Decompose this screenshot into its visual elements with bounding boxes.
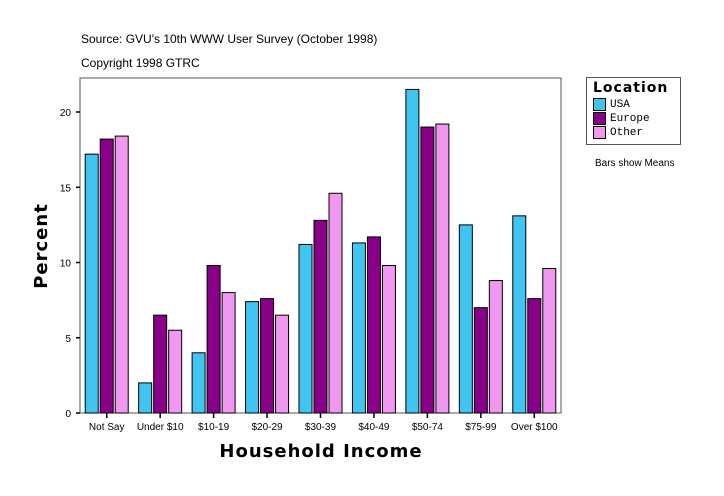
bar-europe-3 [260, 298, 275, 414]
bar-usa-2 [191, 352, 206, 414]
bar-europe-4 [313, 219, 328, 414]
bar-usa-1 [138, 382, 153, 414]
bar-europe-8 [527, 298, 542, 414]
x-tick-label: $50-74 [412, 422, 444, 433]
bar-usa-0 [84, 153, 99, 414]
x-tick-label: Not Say [89, 422, 125, 433]
bar-usa-6 [405, 88, 420, 414]
legend-swatch [593, 126, 606, 139]
bar-usa-8 [512, 215, 527, 414]
bar-usa-3 [245, 301, 260, 414]
bar-europe-2 [206, 265, 221, 414]
x-tick-label: $40-49 [358, 422, 390, 433]
y-tick-label: 5 [65, 334, 71, 345]
x-tick-label: $10-19 [198, 422, 230, 433]
x-tick-label: $30-39 [305, 422, 337, 433]
bar-other-5 [381, 265, 396, 414]
chart-title: Source: GVU's 10th WWW User Survey (Octo… [81, 32, 378, 46]
x-tick-label: Over $100 [511, 422, 558, 433]
legend-title: Location [593, 80, 669, 96]
bar-other-3 [275, 314, 290, 414]
x-axis-label: Household Income [219, 441, 422, 462]
bar-europe-5 [366, 236, 381, 414]
chart-subtitle: Copyright 1998 GTRC [81, 56, 200, 70]
bar-other-1 [168, 329, 183, 414]
legend-label: Other [610, 126, 644, 139]
legend-item-europe: Europe [593, 112, 650, 125]
bar-other-7 [488, 280, 503, 414]
x-tick-label: $75-99 [465, 422, 497, 433]
bar-other-0 [114, 135, 129, 414]
y-axis-label: Percent [31, 203, 52, 289]
legend-swatch [593, 112, 606, 125]
bar-europe-7 [473, 307, 488, 414]
bar-europe-1 [153, 314, 168, 414]
bar-usa-7 [458, 224, 473, 414]
legend: Location USA Europe Other [586, 77, 681, 145]
y-tick-label: 20 [60, 108, 72, 119]
legend-swatch [593, 98, 606, 111]
legend-label: USA [610, 98, 630, 111]
bar-other-6 [435, 123, 450, 414]
x-tick-label: Under $10 [137, 422, 184, 433]
legend-label: Europe [610, 112, 650, 125]
bar-other-4 [328, 192, 343, 414]
bar-usa-4 [298, 243, 313, 414]
bar-europe-6 [420, 126, 435, 414]
bar-usa-5 [351, 242, 366, 414]
y-tick-label: 10 [60, 259, 72, 270]
bars-note: Bars show Means [595, 158, 675, 169]
bar-europe-0 [99, 138, 114, 414]
legend-item-usa: USA [593, 98, 630, 111]
bar-other-2 [221, 292, 236, 414]
x-tick-label: $20-29 [251, 422, 283, 433]
y-tick-label: 15 [60, 183, 72, 194]
bar-other-8 [542, 268, 557, 414]
y-tick-label: 0 [65, 409, 71, 420]
legend-item-other: Other [593, 126, 643, 139]
